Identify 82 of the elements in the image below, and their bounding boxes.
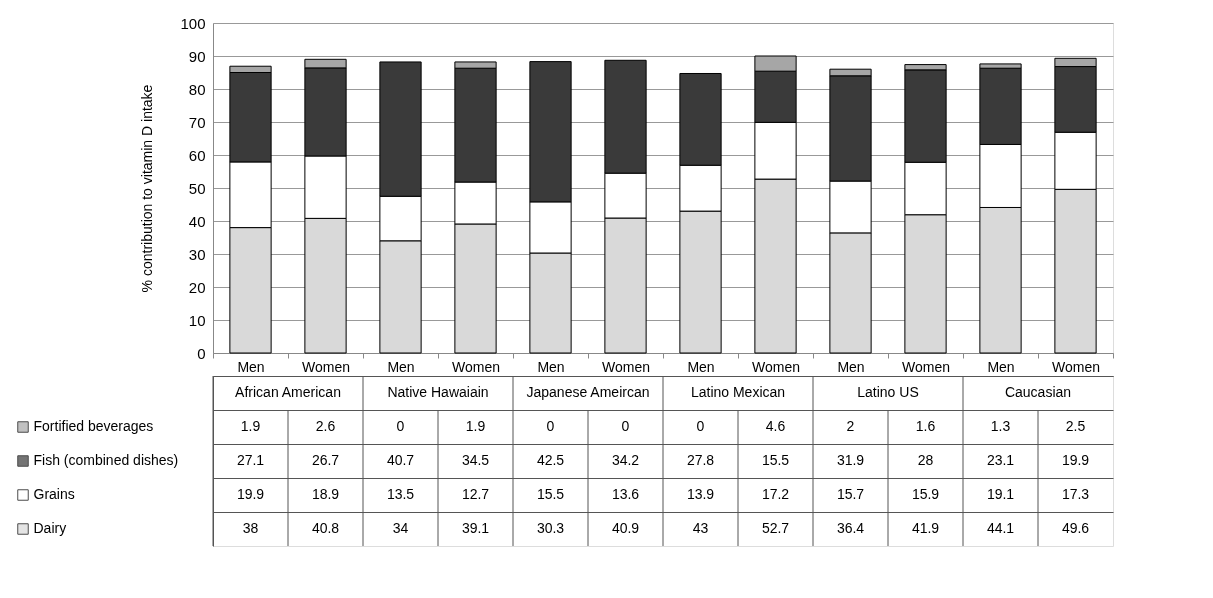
text: Latino Mexican bbox=[690, 384, 786, 400]
x-tick-label: Women bbox=[902, 358, 950, 375]
data-label: 0 bbox=[396, 418, 405, 434]
text: Native Hawaiain bbox=[387, 384, 489, 400]
data-label: 0 bbox=[696, 418, 705, 434]
data-label: 40.8 bbox=[311, 520, 340, 536]
y-tick-label: 80 bbox=[188, 80, 206, 98]
data-label: 15.5 bbox=[761, 452, 790, 468]
legend-label: Fortified beverages bbox=[33, 418, 154, 434]
data-label: 49.6 bbox=[1061, 520, 1090, 536]
legend-label: Grains bbox=[33, 486, 75, 502]
y-tick-label: 90 bbox=[188, 47, 206, 65]
data-label: 34.5 bbox=[461, 452, 490, 468]
y-tick-label: 10 bbox=[188, 311, 206, 329]
data-label: 42.5 bbox=[536, 452, 565, 468]
text: Latino US bbox=[857, 384, 919, 400]
data-label: 43 bbox=[692, 520, 709, 536]
y-tick-label: 100 bbox=[180, 14, 206, 32]
data-label: 30.3 bbox=[536, 520, 565, 536]
data-label: 39.1 bbox=[461, 520, 490, 536]
legend-label: Dairy bbox=[33, 520, 67, 536]
data-label: 13.6 bbox=[611, 486, 640, 502]
x-tick-label: Women bbox=[602, 358, 650, 375]
data-label: 17.3 bbox=[1061, 486, 1090, 502]
x-tick-label: Men bbox=[537, 358, 565, 375]
data-label: 18.9 bbox=[311, 486, 340, 502]
data-label: 12.7 bbox=[461, 486, 490, 502]
y-axis-title: % contribution to vitamin D intake bbox=[139, 84, 156, 293]
data-label: 44.1 bbox=[986, 520, 1015, 536]
data-label: 41.9 bbox=[911, 520, 940, 536]
data-label: 19.9 bbox=[236, 486, 265, 502]
data-label: 0 bbox=[546, 418, 555, 434]
data-label: 34 bbox=[392, 520, 409, 536]
data-label: 2 bbox=[846, 418, 855, 434]
data-label: 0 bbox=[621, 418, 630, 434]
data-label: 17.2 bbox=[761, 486, 790, 502]
data-label: 1.3 bbox=[990, 418, 1011, 434]
y-tick-label: 20 bbox=[188, 278, 206, 296]
x-tick-label: Men bbox=[237, 358, 265, 375]
y-tick-label: 0 bbox=[197, 344, 206, 362]
y-tick-label: 70 bbox=[188, 113, 206, 131]
data-label: 1.9 bbox=[465, 418, 486, 434]
x-tick-label: Women bbox=[752, 358, 800, 375]
data-label: 13.9 bbox=[686, 486, 715, 502]
data-label: 15.9 bbox=[911, 486, 940, 502]
data-label: 2.5 bbox=[1065, 418, 1086, 434]
text: Japanese Ameircan bbox=[526, 384, 650, 400]
data-label: 36.4 bbox=[836, 520, 865, 536]
x-tick-label: Men bbox=[987, 358, 1015, 375]
data-label: 28 bbox=[917, 452, 934, 468]
data-label: 19.1 bbox=[986, 486, 1015, 502]
data-label: 40.7 bbox=[386, 452, 415, 468]
data-label: 27.1 bbox=[236, 452, 265, 468]
data-label: 23.1 bbox=[986, 452, 1015, 468]
data-label: 52.7 bbox=[761, 520, 790, 536]
data-label: 13.5 bbox=[386, 486, 415, 502]
data-label: 1.6 bbox=[915, 418, 936, 434]
y-tick-label: 50 bbox=[188, 179, 206, 197]
data-label: 38 bbox=[242, 520, 259, 536]
y-tick-label: 60 bbox=[188, 146, 206, 164]
data-label: 4.6 bbox=[765, 418, 786, 434]
data-label: 31.9 bbox=[836, 452, 865, 468]
data-label: 19.9 bbox=[1061, 452, 1090, 468]
x-tick-label: Women bbox=[302, 358, 350, 375]
data-label: 2.6 bbox=[315, 418, 336, 434]
text: African American bbox=[235, 384, 341, 400]
data-label: 1.9 bbox=[240, 418, 261, 434]
legend-label: Fish (combined dishes) bbox=[33, 452, 179, 468]
x-tick-label: Women bbox=[452, 358, 500, 375]
y-tick-label: 30 bbox=[188, 245, 206, 263]
x-tick-label: Men bbox=[387, 358, 415, 375]
x-tick-label: Women bbox=[1052, 358, 1100, 375]
x-tick-label: Men bbox=[837, 358, 865, 375]
data-label: 26.7 bbox=[311, 452, 340, 468]
x-tick-label: Men bbox=[687, 358, 715, 375]
data-label: 40.9 bbox=[611, 520, 640, 536]
data-label: 15.5 bbox=[536, 486, 565, 502]
data-label: 34.2 bbox=[611, 452, 640, 468]
data-label: 15.7 bbox=[836, 486, 865, 502]
data-label: 27.8 bbox=[686, 452, 715, 468]
y-tick-label: 40 bbox=[188, 212, 206, 230]
text: Caucasian bbox=[1004, 384, 1072, 400]
